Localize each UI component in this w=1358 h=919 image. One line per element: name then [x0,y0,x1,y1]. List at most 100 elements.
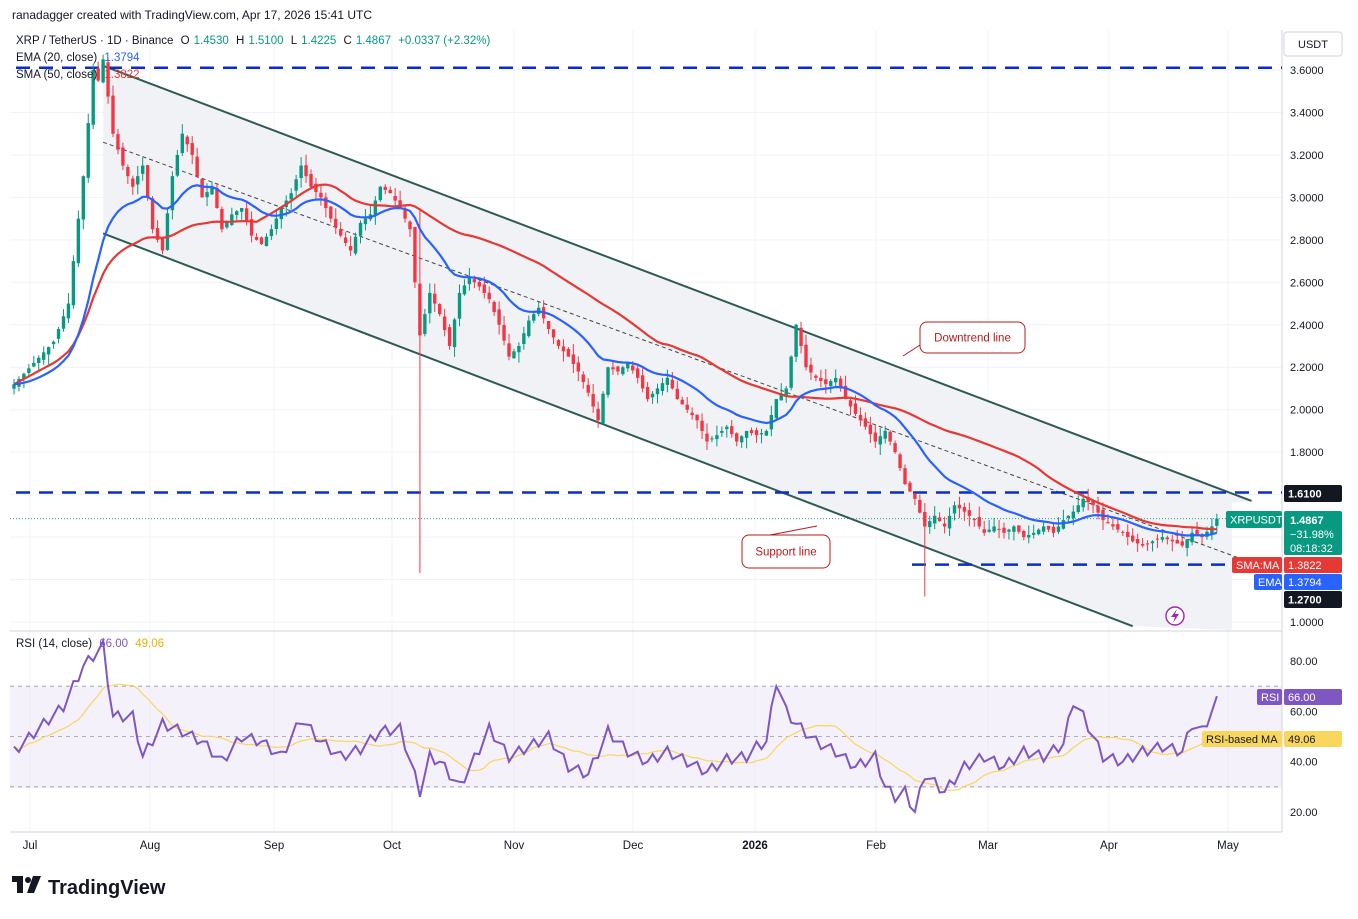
currency-box[interactable]: USDT [1283,31,1343,57]
badge-sma-value-bg [1284,557,1342,573]
price-tick-5: 2.6000 [1290,277,1324,289]
candle-123 [621,365,625,376]
candle-body-201 [1007,529,1011,532]
candle-217 [1086,488,1090,511]
candle-142 [715,425,719,447]
candle-body-227 [1135,539,1140,544]
candle-body-124 [626,362,630,369]
candle-76 [388,186,392,194]
rsi-legend-label: RSI (14, close) [16,638,93,650]
candle-body-132 [665,377,670,385]
time-axis[interactable]: Jul Aug Sep Oct Nov Dec 2026 Feb Mar Apr May [23,840,1239,852]
candle-45 [235,210,239,221]
candle-181 [908,480,912,493]
candle-34 [180,124,184,156]
candle-73 [373,196,378,225]
candle-body-142 [715,435,719,440]
price-tick-7: 2.2000 [1290,362,1324,374]
candle-body-27 [145,165,150,198]
candle-69 [353,232,358,256]
candle-159 [799,321,803,354]
candle-body-170 [853,403,858,414]
candle-body-59 [304,165,308,177]
candle-body-206 [1032,532,1036,535]
candle-body-9 [56,329,61,339]
candle-194 [972,517,976,527]
candle-188 [942,516,947,534]
candle-body-29 [155,228,160,240]
candle-body-136 [685,404,689,410]
time-label-0: Jul [23,840,38,852]
rsi-legend[interactable]: RSI (14, close) 66.00 49.06 [16,638,168,650]
candle-119 [601,391,605,425]
candle-body-25 [136,176,140,185]
candle-body-76 [388,189,392,194]
candle-32 [170,171,175,220]
badge-rsima-value: 49.06 [1284,731,1342,747]
candle-body-127 [640,375,645,389]
time-label-5: Dec [623,840,644,852]
candle-17 [96,61,100,83]
candle-35 [185,135,189,152]
candle-body-77 [393,195,397,201]
candle-183 [918,494,922,514]
candle-48 [249,211,254,243]
ema-legend[interactable]: EMA (20, close) 1.3794 [16,52,144,64]
channel-upper-line [102,64,1252,502]
candle-213 [1066,515,1071,523]
candle-body-44 [230,214,234,225]
candle-body-169 [848,400,853,407]
candle-152 [764,429,769,436]
candle-139 [700,413,704,440]
candle-body-6 [42,352,46,360]
candle-25 [136,165,140,195]
sma-legend-value: 1.3822 [104,69,140,81]
annotation-support-label: Support line [755,547,816,559]
rsi-axis[interactable]: 80.00 60.00 40.00 20.00 [1290,656,1318,819]
candle-138 [695,414,699,429]
sma-legend[interactable]: SMA (50, close) 1.3822 [16,69,144,81]
candle-84 [428,283,432,324]
candle-body-230 [1150,541,1155,544]
candle-body-56 [289,193,293,200]
price-tick-top: 3.6000 [1290,65,1324,77]
badge-sma-label-text: SMA:MA [1236,560,1280,572]
candle-141 [710,435,714,442]
price-tick-3: 3.0000 [1290,192,1324,204]
candle-body-112 [566,348,571,357]
candle-99 [502,315,506,346]
candle-110 [556,339,561,350]
candle-126 [636,363,640,384]
tradingview-logo[interactable]: TradingView [12,876,165,900]
candle-body-163 [819,377,823,382]
candle-body-146 [735,433,739,442]
lightning-icon[interactable] [1165,606,1185,626]
candle-215 [1076,495,1080,514]
candle-body-233 [1165,537,1170,540]
candle-12 [71,255,76,309]
candle-36 [190,136,194,165]
candle-body-155 [779,393,783,401]
candle-163 [819,369,823,388]
candle-body-113 [571,354,576,365]
candle-body-15 [86,123,90,178]
candle-137 [690,407,694,420]
channel-lower-line [102,232,1134,628]
badge-last-line-2: 08:18:32 [1290,543,1333,555]
candle-body-213 [1066,515,1071,519]
annotations: Downtrend line Support line [741,321,1026,569]
candle-116 [586,378,590,397]
candle-body-39 [205,192,209,198]
annotation-support-pointer [769,525,818,536]
candle-body-177 [888,431,892,442]
candle-body-101 [512,351,516,359]
candle-206 [1032,524,1036,539]
candle-body-99 [502,325,506,341]
candle-body-193 [967,510,972,516]
candle-body-180 [903,468,907,484]
candle-132 [665,369,670,393]
candle-233 [1165,535,1170,545]
candle-239 [1195,521,1199,536]
